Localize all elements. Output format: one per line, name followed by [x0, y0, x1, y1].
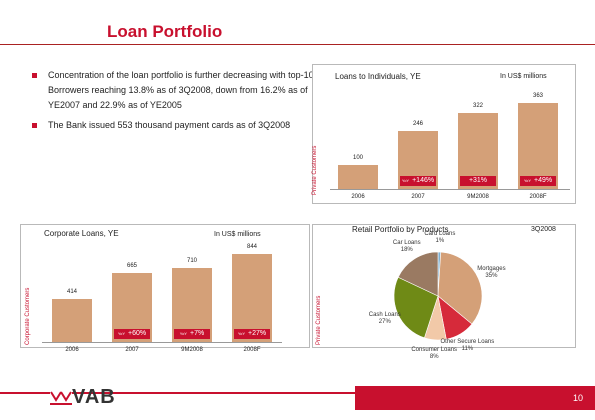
bullet-list: Concentration of the loan portfolio is f…	[32, 68, 317, 138]
growth-badge-value: +60%	[128, 330, 147, 337]
pie-slice	[397, 251, 439, 297]
pie-label-name: Car Loans	[392, 240, 421, 247]
x-tick-label: 2006	[65, 347, 79, 353]
bar	[518, 103, 558, 189]
growth-badge-value: +7%	[189, 330, 205, 337]
pie-label: Car Loans 18%	[393, 240, 421, 254]
bullet-item: The Bank issued 553 thousand payment car…	[32, 118, 317, 133]
pie-label-name: Consumer Loans	[411, 346, 458, 353]
pie-label-value: 35%	[485, 272, 498, 279]
retail-pie-chart	[393, 251, 483, 341]
x-tick-label: 2006	[351, 194, 365, 200]
growth-badge: YoY +60%	[114, 329, 150, 339]
pie-label-name: Card Loans	[424, 231, 456, 238]
pie-label: Consumer Loans 8%	[411, 347, 457, 361]
bullet-marker	[32, 73, 37, 78]
x-tick-label: 9M2008	[181, 347, 203, 353]
growth-badge-value: +146%	[412, 177, 435, 184]
growth-badge-value: +31%	[468, 177, 488, 184]
individuals-chart-title: Loans to Individuals, YE	[335, 72, 421, 81]
vab-logo-text: VAB	[72, 386, 116, 408]
bar	[338, 165, 378, 189]
pie-label: Cash Loans 27%	[369, 312, 401, 326]
x-axis	[330, 189, 570, 190]
pie-label-name: Other Secure Loans	[440, 338, 495, 345]
corporate-chart-unit: In US$ millions	[214, 231, 261, 238]
retail-chart-unit: 3Q2008	[531, 226, 556, 233]
bar-value: 100	[352, 155, 363, 162]
pie-slice	[393, 276, 439, 339]
growth-badge: YoY +49%	[520, 176, 556, 186]
pie-label-value: 11%	[461, 345, 474, 352]
bar-value: 844	[246, 244, 257, 250]
pie-label-value: 27%	[378, 319, 391, 326]
bullet-marker	[32, 123, 37, 128]
pie-label: Mortgages 35%	[477, 266, 505, 280]
bar	[52, 298, 92, 342]
x-tick-label: 2007	[411, 194, 425, 200]
growth-badge-prefix: YoY	[237, 331, 246, 336]
growth-badge-prefix: YoY	[401, 178, 410, 183]
growth-badge: +31%	[460, 176, 496, 186]
bar	[232, 254, 272, 342]
bar-value: 246	[412, 120, 423, 127]
bullet-text: Concentration of the loan portfolio is f…	[48, 70, 314, 110]
x-tick-label: 2008F	[243, 347, 261, 353]
x-axis	[42, 342, 282, 343]
growth-badge: YoY +146%	[400, 176, 436, 186]
corporate-chart-title: Corporate Loans, YE	[44, 229, 119, 238]
pie-label-name: Cash Loans	[368, 312, 401, 319]
page-number: 10	[355, 386, 595, 410]
growth-badge-prefix: YoY	[523, 178, 532, 183]
growth-badge: YoY +7%	[174, 329, 210, 339]
bar-value: 414	[66, 288, 77, 295]
title-rule	[0, 44, 595, 45]
retail-side-label: Private Customers	[316, 295, 322, 345]
page-title: Loan Portfolio	[107, 22, 223, 41]
x-tick-label: 2008F	[529, 194, 547, 200]
pie-label-name: Mortgages	[477, 265, 506, 272]
bar-value: 322	[472, 102, 483, 109]
growth-badge-value: +49%	[534, 177, 553, 184]
bar-value: 363	[532, 93, 543, 99]
individuals-side-label: Private Customers	[312, 145, 318, 195]
retail-chart-title: Retail Portfolio by Products	[352, 225, 449, 234]
bar-value: 710	[186, 257, 197, 264]
pie-slice	[437, 251, 483, 325]
pie-label: Card Loans 1%	[424, 231, 455, 245]
footer-rule	[0, 392, 595, 394]
corporate-side-label: Corporate Customers	[25, 287, 31, 345]
bar-value: 665	[126, 262, 137, 269]
pie-label: Other Secure Loans 11%	[441, 339, 495, 353]
growth-badge-value: +27%	[248, 330, 267, 337]
growth-badge-prefix: YoY	[179, 331, 187, 336]
x-tick-label: 2007	[125, 347, 139, 353]
x-tick-label: 9M2008	[467, 194, 489, 200]
bullet-text: The Bank issued 553 thousand payment car…	[48, 120, 291, 130]
individuals-chart-unit: In US$ millions	[500, 73, 547, 80]
pie-label-value: 18%	[400, 247, 413, 254]
bullet-item: Concentration of the loan portfolio is f…	[32, 68, 317, 113]
pie-label-value: 1%	[435, 238, 445, 245]
pie-label-value: 8%	[429, 353, 439, 360]
growth-badge: YoY +27%	[234, 329, 270, 339]
growth-badge-prefix: YoY	[117, 331, 126, 336]
vab-logo-mark	[50, 390, 72, 405]
